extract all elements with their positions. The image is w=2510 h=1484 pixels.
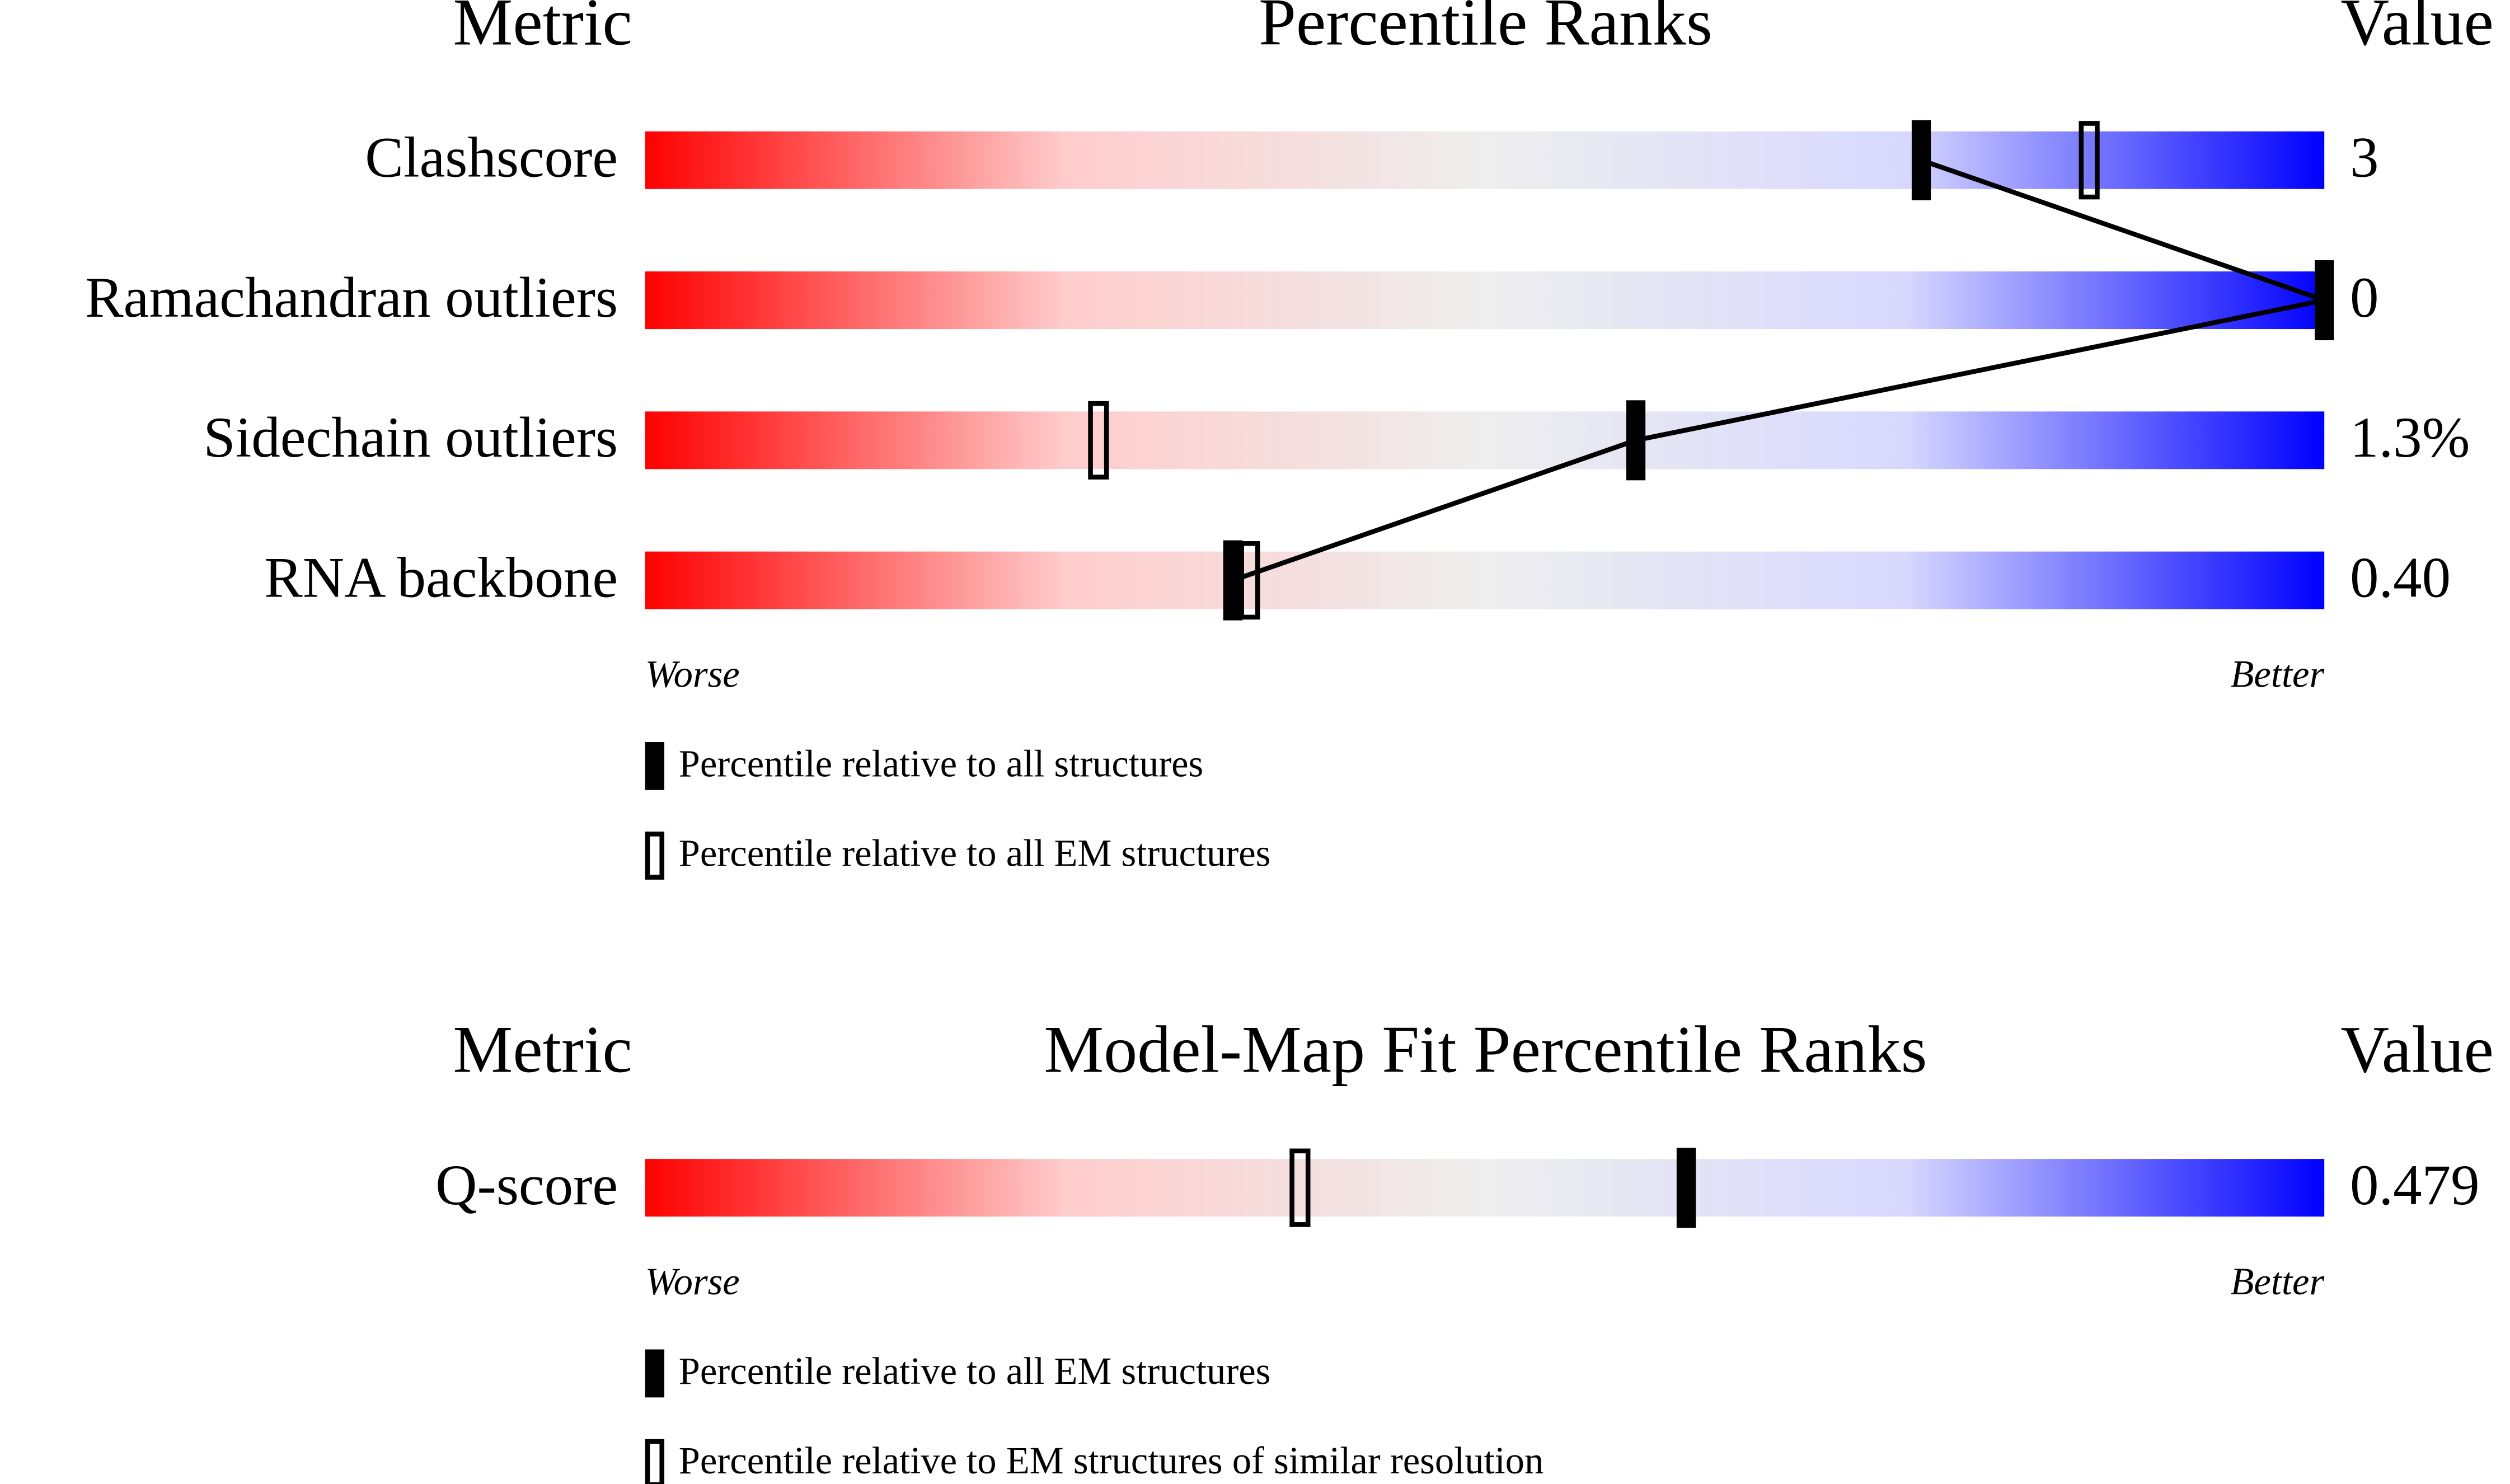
- chart-title: Model-Map Fit Percentile Ranks: [1044, 1012, 1927, 1087]
- legend-label: Percentile relative to all EM structures: [679, 1350, 1271, 1392]
- better-label: Better: [2231, 1260, 2325, 1303]
- legend-label: Percentile relative to all structures: [679, 743, 1204, 785]
- slider-bar: [645, 411, 2325, 469]
- percentile-marker: [1911, 120, 1931, 200]
- percentile-marker: [1626, 400, 1646, 481]
- legend-swatch: [645, 1349, 665, 1398]
- metric-value: 0.479: [2350, 1153, 2480, 1217]
- better-label: Better: [2231, 652, 2325, 695]
- percentile-marker: [2315, 260, 2334, 341]
- legend-label: Percentile relative to EM structures of …: [679, 1439, 1544, 1482]
- worse-label: Worse: [645, 1260, 740, 1303]
- percentile-marker-open: [2079, 121, 2100, 200]
- connector: [1232, 158, 2334, 583]
- metric-header: Metric: [453, 1012, 632, 1087]
- metric-label: Q-score: [435, 1153, 618, 1217]
- percentile-marker-open: [1239, 541, 1260, 620]
- value-header: Value: [2340, 0, 2494, 59]
- metric-label: Ramachandran outliers: [85, 266, 618, 330]
- metric-label: RNA backbone: [264, 546, 618, 609]
- slider-bar: [645, 1159, 2325, 1217]
- metric-label: Sidechain outliers: [203, 406, 618, 469]
- legend-swatch: [645, 742, 665, 790]
- metric-value: 3: [2350, 126, 2378, 190]
- legend-swatch: [645, 1439, 665, 1484]
- metric-value: 0.40: [2350, 546, 2451, 609]
- value-header: Value: [2340, 1012, 2494, 1087]
- chart-title: Percentile Ranks: [1259, 0, 1713, 59]
- slider-bar: [645, 551, 2325, 609]
- metric-value: 0: [2350, 266, 2378, 330]
- legend-label: Percentile relative to all EM structures: [679, 832, 1271, 875]
- percentile-marker-open: [1088, 401, 1109, 480]
- worse-label: Worse: [645, 652, 740, 695]
- legend-swatch: [645, 832, 665, 880]
- percentile-marker-open: [1289, 1148, 1311, 1227]
- slider-bar: [645, 271, 2325, 330]
- slider-bar: [645, 131, 2325, 189]
- metric-label: Clashscore: [365, 126, 618, 190]
- metric-header: Metric: [453, 0, 632, 59]
- percentile-marker: [1676, 1148, 1696, 1228]
- metric-value: 1.3%: [2350, 406, 2470, 469]
